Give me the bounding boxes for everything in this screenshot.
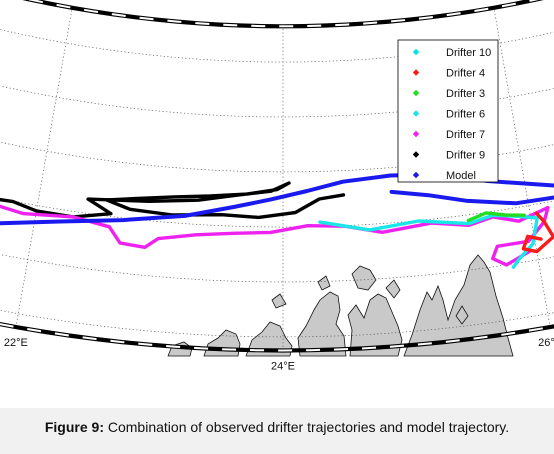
legend-label-drifter-4: Drifter 4 [446,68,485,80]
land-polygon [297,291,347,357]
x-tick-label: 24°E [271,361,295,373]
drifter-4-trajectory [521,211,554,254]
figure-caption: Figure 9: Combination of observed drifte… [14,419,540,435]
legend: Drifter 10 Drifter 4 Drifter 3 Drifter 6 Dri… [397,39,499,183]
legend-marker-drifter-7 [412,130,420,138]
legend-marker-model [412,171,420,179]
legend-label-model: Model [446,170,476,182]
frame-border-alternating [0,323,554,352]
land-polygon [455,305,469,325]
meridian-gridline [493,7,551,328]
legend-marker-drifter-9 [412,151,420,158]
legend-marker-drifter-6 [412,110,420,117]
frame-border [22,0,544,29]
x-tick-label: 26°E [538,337,554,349]
caption-box: Figure 9: Combination of observed drifte… [0,408,554,454]
model-trajectory [0,172,554,226]
tick-label-layer: 20°E22°E24°E26°E28°E2072°N402071°N40 [4,337,554,373]
legend-label-drifter-7: Drifter 7 [446,129,485,141]
land-polygon [403,254,514,357]
x-tick-label: 22°E [4,337,28,349]
frame-border-alternating [27,0,539,28]
legend-marker-drifter-10 [412,48,420,56]
meridian-gridline [15,7,73,328]
legend-marker-drifter-4 [412,69,420,76]
parallel-gridline [0,29,554,63]
land-polygon [347,293,403,357]
land-polygon [351,265,377,291]
map-frame [0,0,554,353]
legend-marker-drifter-3 [412,89,420,97]
legend-box [397,39,499,183]
land-polygon [203,329,241,357]
legend-label-drifter-3: Drifter 3 [446,88,485,100]
legend-label-drifter-10: Drifter 10 [446,47,491,59]
land-polygon [245,321,293,357]
legend-label-drifter-9: Drifter 9 [446,150,485,162]
parallel-gridline [0,198,554,228]
caption-label: Figure 9: [44,419,104,435]
drifter-3-trajectory [466,211,526,223]
land-polygon [271,293,287,309]
land-polygon [385,279,401,299]
graticule-grid [0,7,554,351]
drifter-6-trajectory [318,213,539,269]
trajectory-layer [0,172,554,269]
drifter-9-trajectory [0,181,346,220]
drifter-map-figure: 20°E22°E24°E26°E28°E2072°N402071°N40 Dri… [0,0,554,373]
legend-label-drifter-6: Drifter 6 [446,109,485,121]
land-polygon [317,275,331,291]
caption-text: Combination of observed drifter trajecto… [107,419,510,435]
